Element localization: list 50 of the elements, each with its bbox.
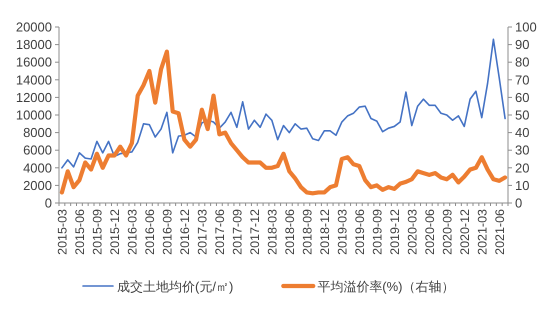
x-tick-label: 2019-06 bbox=[352, 208, 367, 255]
y2-tick-label: 50 bbox=[515, 108, 530, 122]
x-tick-label: 2018-09 bbox=[300, 208, 314, 255]
y2-tick-label: 40 bbox=[515, 125, 530, 140]
x-tick-label: 2015-12 bbox=[108, 208, 122, 255]
x-tick-label: 2019-03 bbox=[335, 208, 350, 255]
legend-label: 平均溢价率(%)（右轴） bbox=[317, 279, 454, 294]
y-tick-label: 4000 bbox=[23, 160, 52, 176]
x-tick-label: 2016-09 bbox=[160, 208, 174, 255]
x-tick-label: 2019-12 bbox=[388, 208, 402, 255]
y2-tick-label: 30 bbox=[515, 142, 530, 158]
x-tick-label: 2021-06 bbox=[492, 208, 507, 255]
y2-tick-label: 10 bbox=[515, 178, 530, 193]
y2-tick-label: 0 bbox=[515, 196, 522, 210]
x-tick-label: 2017-09 bbox=[230, 208, 244, 255]
x-tick-label: 2016-12 bbox=[178, 208, 192, 255]
x-tick-label: 2020-09 bbox=[440, 208, 454, 255]
x-tick-label: 2017-03 bbox=[195, 208, 210, 255]
y2-tick-label: 90 bbox=[515, 37, 530, 52]
y-tick-label: 10000 bbox=[16, 108, 52, 122]
x-tick-label: 2015-06 bbox=[72, 208, 87, 255]
y2-tick-label: 20 bbox=[515, 160, 530, 176]
x-tick-label: 2021-03 bbox=[475, 208, 490, 255]
x-tick-label: 2020-06 bbox=[422, 208, 437, 255]
y-tick-label: 20000 bbox=[16, 20, 52, 34]
x-tick-label: 2019-09 bbox=[370, 208, 384, 255]
y-tick-label: 14000 bbox=[16, 72, 52, 88]
x-tick-label: 2018-06 bbox=[282, 208, 297, 255]
x-tick-label: 2015-09 bbox=[90, 208, 104, 255]
y-tick-label: 2000 bbox=[23, 178, 52, 193]
x-tick-label: 2020-03 bbox=[405, 208, 420, 255]
y2-tick-label: 70 bbox=[515, 72, 530, 88]
y-tick-label: 8000 bbox=[23, 125, 52, 140]
y-tick-label: 6000 bbox=[23, 142, 52, 158]
x-tick-label: 2018-12 bbox=[318, 208, 332, 255]
y2-tick-label: 100 bbox=[515, 20, 537, 34]
y-tick-label: 0 bbox=[44, 196, 52, 210]
x-tick-label: 2020-12 bbox=[458, 208, 472, 255]
x-tick-label: 2016-03 bbox=[125, 208, 140, 255]
y-tick-label: 16000 bbox=[16, 54, 52, 70]
x-tick-label: 2015-03 bbox=[55, 208, 70, 255]
legend-label: 成交土地均价(元/㎡) bbox=[117, 279, 234, 294]
y2-tick-label: 80 bbox=[515, 54, 530, 70]
y2-tick-label: 60 bbox=[515, 90, 530, 105]
x-tick-label: 2018-03 bbox=[265, 208, 280, 255]
x-tick-label: 2016-06 bbox=[142, 208, 157, 255]
y-tick-label: 18000 bbox=[16, 37, 52, 52]
x-tick-label: 2017-06 bbox=[212, 208, 227, 255]
x-tick-label: 2017-12 bbox=[248, 208, 262, 255]
y-tick-label: 12000 bbox=[16, 90, 52, 105]
